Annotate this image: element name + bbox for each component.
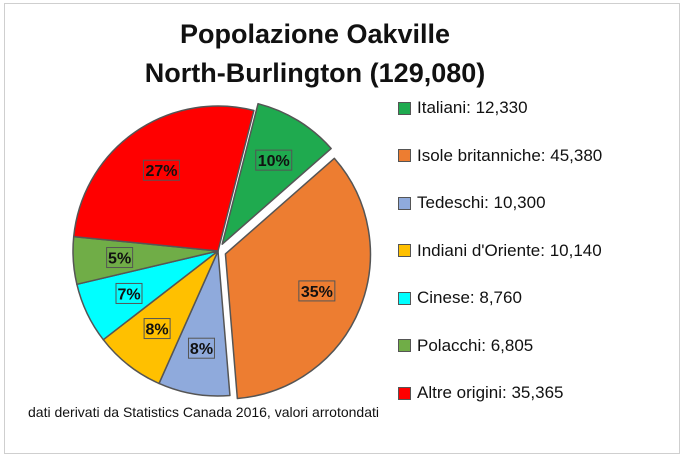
source-note: dati derivati da Statistics Canada 2016,… [28,404,379,420]
legend-item-indiani-d-oriente: Indiani d'Oriente: 10,140 [398,239,602,263]
chart-title-line-1: Popolazione Oakville [179,19,451,49]
legend-item-cinese: Cinese: 8,760 [398,286,522,310]
data-label-box-cinese [115,282,143,304]
legend-swatch [398,339,411,352]
data-label-box-altre-origini [142,159,180,181]
legend-item-polacchi: Polacchi: 6,805 [398,334,533,358]
pie-slice-isole-britanniche [224,157,372,400]
data-label-altre-origini: 27% [145,163,177,180]
data-label-box-polacchi [106,247,134,269]
data-label-isole-britanniche: 35% [301,284,333,301]
legend-label: Cinese: 8,760 [417,288,522,307]
data-label-indiani-d-oriente: 8% [146,322,169,339]
data-label-tedeschi: 8% [190,341,213,358]
legend-item-isole-britanniche: Isole britanniche: 45,380 [398,144,602,168]
data-label-box-isole-britanniche [298,280,336,302]
legend-label: Altre origini: 35,365 [417,383,564,402]
data-label-box-tedeschi [187,337,215,359]
legend-swatch [398,196,411,210]
data-label-italiani: 10% [258,153,290,170]
legend-swatch [398,244,411,257]
legend-swatch [398,101,411,115]
legend-item-altre-origini: Altre origini: 35,365 [398,381,563,405]
legend-label: Italiani: 12,330 [417,98,528,117]
legend-label: Isole britanniche: 45,380 [417,145,603,165]
legend-label: Tedeschi: 10,300 [417,193,546,212]
legend-swatch [398,386,411,400]
legend-label: Polacchi: 6,805 [417,335,534,355]
data-label-box-indiani-d-oriente [143,318,171,340]
chart-title-line-2: North-Burlington (129,080) [144,58,486,88]
legend-swatch [398,149,411,162]
pie-slice-italiani [221,102,332,245]
legend-swatch [398,291,411,305]
data-label-cinese: 7% [117,286,140,303]
legend-item-italiani: Italiani: 12,330 [398,96,528,120]
data-label-polacchi: 5% [108,251,131,268]
legend-label: Indiani d'Oriente: 10,140 [417,240,602,260]
data-label-box-italiani [255,149,293,171]
legend-item-tedeschi: Tedeschi: 10,300 [398,191,546,215]
